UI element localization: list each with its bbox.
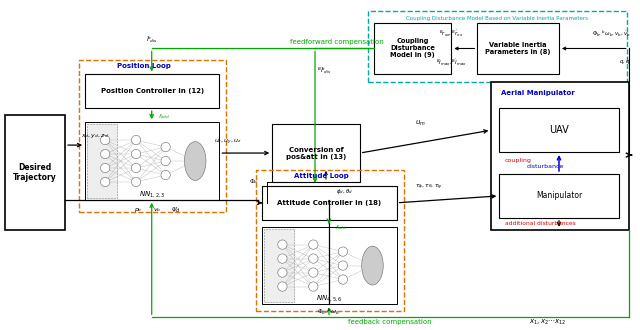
Circle shape	[100, 163, 110, 173]
Circle shape	[131, 149, 141, 159]
Text: Manipulator: Manipulator	[536, 191, 582, 200]
Circle shape	[161, 170, 170, 180]
Circle shape	[308, 268, 318, 277]
Bar	[374, 22, 451, 74]
Circle shape	[131, 135, 141, 145]
Circle shape	[278, 282, 287, 291]
Text: Coupling
Disturbance
Model in (9): Coupling Disturbance Model in (9)	[390, 39, 435, 58]
Circle shape	[308, 254, 318, 263]
Text: $NN_{1,2,3}$: $NN_{1,2,3}$	[139, 189, 165, 199]
Text: $\Phi_b$: $\Phi_b$	[249, 178, 259, 186]
Bar	[85, 122, 220, 200]
Bar	[262, 186, 397, 220]
Bar	[87, 124, 116, 198]
Bar	[264, 229, 294, 302]
Text: $u_x, u_y, u_z$: $u_x, u_y, u_z$	[214, 138, 243, 147]
Bar	[85, 74, 220, 108]
Text: $\psi_d$: $\psi_d$	[171, 206, 180, 215]
Bar	[499, 174, 619, 218]
Text: ${}^BI_{max}, {}^B\dot{I}_{max}$: ${}^BI_{max}, {}^B\dot{I}_{max}$	[436, 57, 467, 68]
Circle shape	[100, 149, 110, 159]
Text: Position Controller in (12): Position Controller in (12)	[100, 88, 204, 94]
Text: Desired
Trajectory: Desired Trajectory	[13, 163, 57, 182]
Text: ${}^B\hat{F}_{dis}$: ${}^B\hat{F}_{dis}$	[317, 65, 332, 76]
Text: $NN_{4,5,6}$: $NN_{4,5,6}$	[316, 293, 343, 303]
Text: $f_{add}$: $f_{add}$	[335, 223, 348, 232]
Text: $\Phi_b,{}^b\omega_b, v_b, \dot{v}_b$: $\Phi_b,{}^b\omega_b, v_b, \dot{v}_b$	[592, 28, 630, 39]
Text: $x_d, y_d, z_d$: $x_d, y_d, z_d$	[81, 132, 109, 140]
Text: $\Phi_b, {}^b\omega_b$: $\Phi_b, {}^b\omega_b$	[317, 308, 340, 317]
Bar	[256, 170, 404, 312]
Text: $p_b$: $p_b$	[134, 206, 143, 214]
Bar	[262, 227, 397, 304]
Bar	[477, 22, 559, 74]
Circle shape	[339, 247, 348, 256]
Circle shape	[100, 177, 110, 187]
Text: $\hat{F}_{dis}$: $\hat{F}_{dis}$	[146, 34, 157, 45]
Circle shape	[278, 240, 287, 249]
Bar	[5, 115, 65, 230]
Ellipse shape	[184, 142, 206, 181]
Text: Position Loop: Position Loop	[117, 63, 171, 69]
Text: $u_m$: $u_m$	[415, 119, 426, 128]
Text: $x_1, x_2\cdots x_{12}$: $x_1, x_2\cdots x_{12}$	[529, 318, 566, 327]
Circle shape	[161, 142, 170, 152]
Text: $\phi_d,\theta_d$: $\phi_d,\theta_d$	[336, 187, 353, 196]
Bar	[492, 82, 628, 230]
Text: additional disturbances: additional disturbances	[505, 221, 576, 226]
Text: $v_b$: $v_b$	[153, 206, 161, 214]
Circle shape	[339, 275, 348, 284]
Text: UAV: UAV	[549, 125, 569, 135]
Text: disturbance: disturbance	[526, 164, 563, 170]
Circle shape	[339, 261, 348, 270]
Circle shape	[131, 163, 141, 173]
Circle shape	[308, 282, 318, 291]
Circle shape	[131, 177, 141, 187]
Bar	[272, 124, 360, 182]
Text: $f_{add}$: $f_{add}$	[157, 112, 170, 121]
Text: Attitude Loop: Attitude Loop	[294, 173, 349, 179]
Text: Aerial Manipulator: Aerial Manipulator	[501, 90, 575, 96]
Bar	[368, 11, 627, 82]
Bar	[79, 60, 227, 212]
Text: Attitude Controller in (18): Attitude Controller in (18)	[277, 200, 381, 206]
Circle shape	[100, 135, 110, 145]
Circle shape	[161, 156, 170, 166]
Circle shape	[308, 240, 318, 249]
Circle shape	[278, 268, 287, 277]
Text: ${}^Br_{ox}, {}^B\dot{r}_{ox}$: ${}^Br_{ox}, {}^B\dot{r}_{ox}$	[439, 28, 464, 39]
Ellipse shape	[362, 246, 383, 285]
Bar	[499, 108, 619, 152]
Text: $\tau_\phi, \tau_\theta, \tau_\psi$: $\tau_\phi, \tau_\theta, \tau_\psi$	[415, 183, 442, 192]
Text: coupling: coupling	[504, 157, 531, 162]
Text: feedforward compensation: feedforward compensation	[290, 39, 384, 45]
Circle shape	[278, 254, 287, 263]
Text: Variable Inertia
Parameters in (8): Variable Inertia Parameters in (8)	[485, 42, 551, 55]
Text: feedback compensation: feedback compensation	[348, 319, 431, 325]
Text: $q, \dot{q}$: $q, \dot{q}$	[619, 57, 630, 67]
Text: Coupling Disturbance Model Based on Variable Inertia Parameters: Coupling Disturbance Model Based on Vari…	[406, 16, 588, 21]
Text: Conversion of
pos&att in (13): Conversion of pos&att in (13)	[286, 147, 346, 159]
